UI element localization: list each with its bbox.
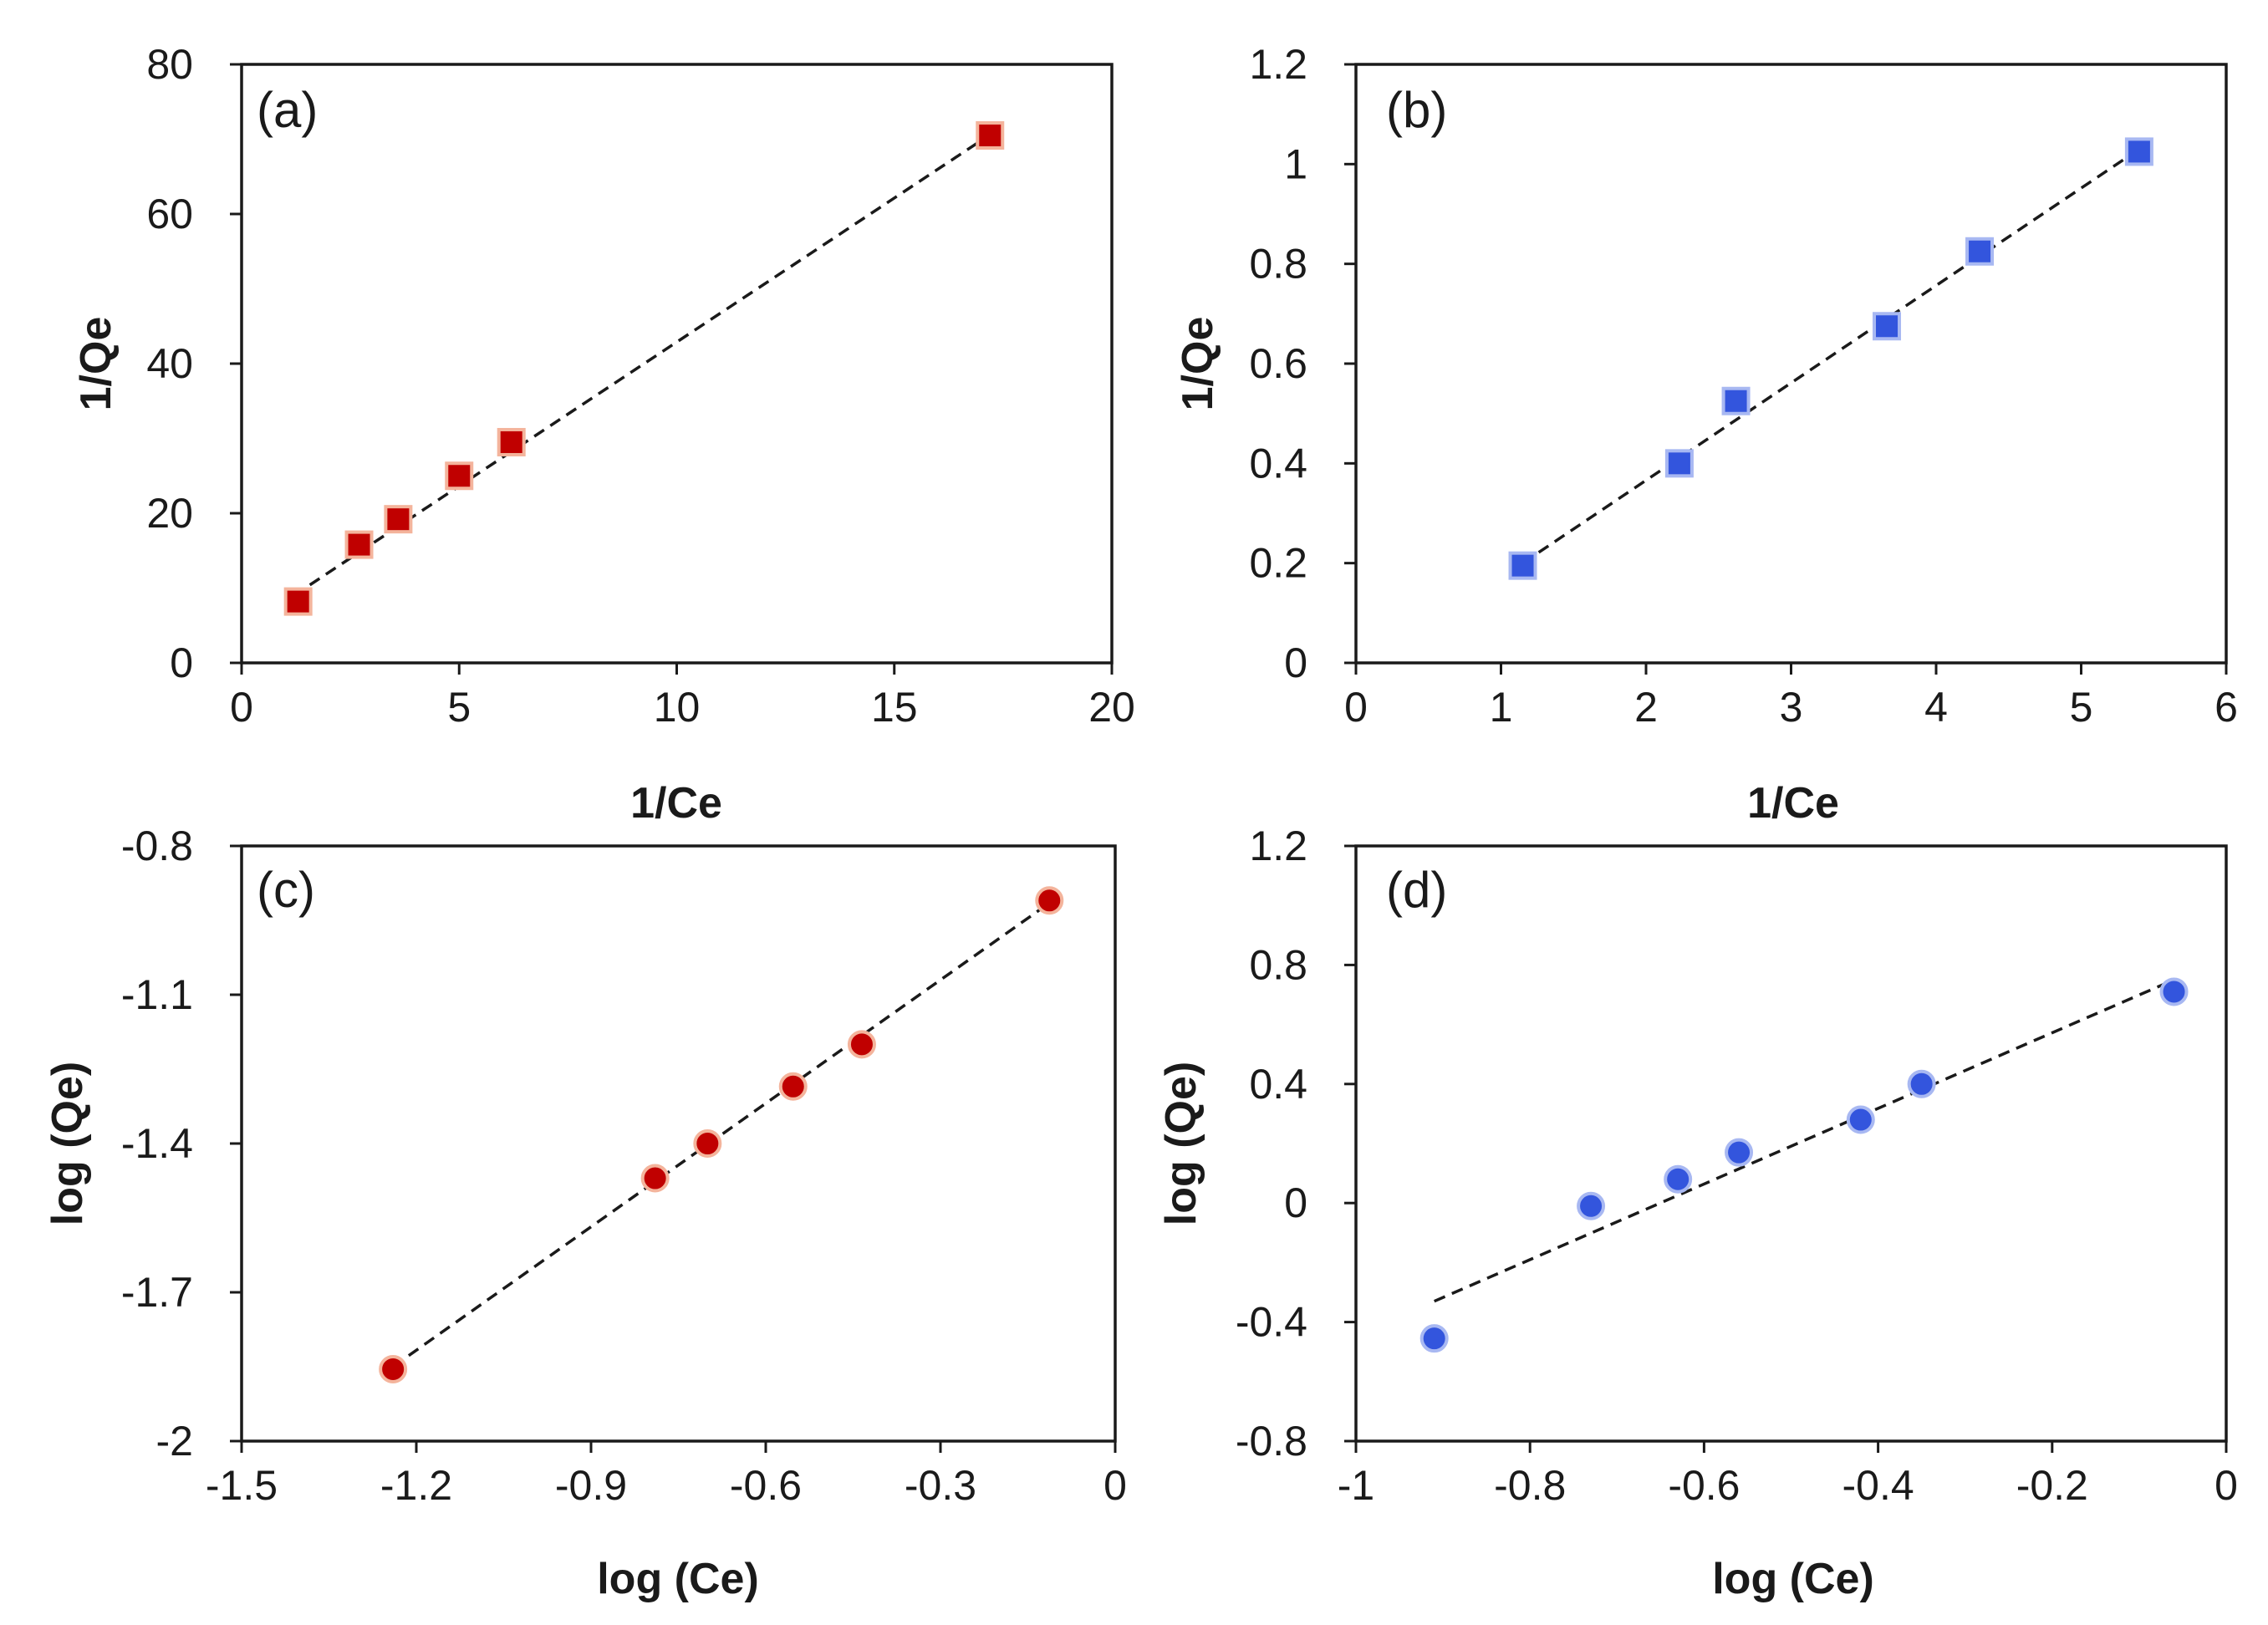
panel-c-label: (c) xyxy=(257,862,315,918)
panel-d-data-point xyxy=(1907,1069,1936,1098)
panel-a-y-tick-label: 40 xyxy=(146,340,193,387)
panel-c-y-axis-title: log (Qe) xyxy=(43,1062,92,1225)
panel-a-plot-area xyxy=(240,63,1114,665)
panel-c-x-tick-label: -1.5 xyxy=(206,1462,278,1509)
panel-a-data-point xyxy=(445,461,474,491)
panel-b-data-point xyxy=(1508,551,1537,580)
panel-c-y-tick-label: -1.7 xyxy=(121,1269,193,1316)
panel-d-data-point xyxy=(1846,1105,1875,1134)
panel-c-data-point xyxy=(847,1030,876,1059)
panel-b-data-point xyxy=(1664,449,1694,478)
panel-c-x-tick-label: -0.3 xyxy=(905,1462,976,1509)
panel-b-x-tick-label: 5 xyxy=(2070,684,2093,731)
panel-b-y-tick-label: 1.2 xyxy=(1249,41,1307,88)
panel-c-x-tick-label: 0 xyxy=(1103,1462,1127,1509)
panel-d-y-tick-label: 0.4 xyxy=(1249,1061,1307,1108)
panel-c-data-point xyxy=(693,1129,722,1158)
panel-b-x-tick-label: 1 xyxy=(1490,684,1513,731)
panel-d-x-tick-label: -0.2 xyxy=(2016,1462,2088,1509)
panel-a-y-tick-label: 60 xyxy=(146,191,193,237)
panel-d-y-tick-label: 0.8 xyxy=(1249,941,1307,988)
panel-d-y-tick-label: -0.4 xyxy=(1236,1299,1307,1346)
panel-b-data-point xyxy=(2124,137,2153,166)
panel-b: 0 1 2 3 4 5 6 0 0.2 0.4 0.6 0.8 1 1.2 (b) 1/Ce 1/Qe xyxy=(1174,41,2238,828)
panel-d-data-point xyxy=(1419,1324,1449,1353)
panel-b-x-tick-label: 4 xyxy=(1924,684,1948,731)
panel-b-x-tick-label: 2 xyxy=(1634,684,1658,731)
panel-c-y-tick-label: -0.8 xyxy=(121,823,193,869)
panel-c-x-tick-label: -0.9 xyxy=(555,1462,627,1509)
panel-c-plot-area xyxy=(240,844,1117,1443)
panel-d-data-point xyxy=(1664,1164,1693,1194)
panel-b-data-point xyxy=(1721,386,1751,415)
panel-a-x-tick-label: 0 xyxy=(230,684,253,731)
panel-d-x-tick-label: -1 xyxy=(1338,1462,1374,1509)
panel-d-data-point xyxy=(2159,977,2189,1006)
panel-a-y-tick-label: 80 xyxy=(146,41,193,88)
panel-d-label: (d) xyxy=(1386,862,1447,918)
panel-c-y-tick-label: -1.4 xyxy=(121,1120,193,1167)
panel-b-y-tick-label: 1 xyxy=(1284,140,1307,187)
panel-a-y-tick-label: 20 xyxy=(146,490,193,537)
panel-b-x-tick-label: 3 xyxy=(1780,684,1803,731)
panel-c: -1.5 -1.2 -0.9 -0.6 -0.3 0-2-1.7-1.4-1.1-0.8 … xyxy=(43,823,1127,1603)
panel-d-y-axis-title: log (Qe) xyxy=(1157,1062,1205,1225)
panel-d-x-tick-label: -0.8 xyxy=(1494,1462,1566,1509)
panel-a-y-axis-title: 1/Qe xyxy=(72,317,120,411)
panel-a-data-point xyxy=(497,427,526,456)
panel-c-y-tick-label: -2 xyxy=(156,1418,193,1465)
panel-a-data-point xyxy=(344,530,374,559)
panel-b-data-point xyxy=(1873,312,1902,341)
panel-a-x-axis-title: 1/Ce xyxy=(630,779,722,828)
panel-b-label: (b) xyxy=(1386,82,1447,138)
panel-b-y-tick-label: 0.6 xyxy=(1249,340,1307,387)
panel-d: -1 -0.8 -0.6 -0.4 -0.2 0 -0.8 -0.4 0 0.4 0.8 1.2 (d… xyxy=(1157,823,2238,1603)
panel-b-plot-area xyxy=(1354,63,2228,665)
panel-d-x-axis-title: log (Ce) xyxy=(1712,1555,1874,1603)
panel-a-x-tick-label: 5 xyxy=(447,684,471,731)
panel-b-x-tick-label: 6 xyxy=(2214,684,2238,731)
panel-a: 0 5 10 15 20 0 20 40 60 80 (a) 1/Ce 1/Qe xyxy=(72,41,1135,828)
panel-a-x-tick-label: 20 xyxy=(1088,684,1135,731)
panel-b-fit-line xyxy=(1521,147,2140,565)
panel-c-y-tick-label: -1.1 xyxy=(121,971,193,1018)
panel-b-data-point xyxy=(1965,237,1995,266)
panel-c-x-axis-title: log (Ce) xyxy=(597,1555,759,1603)
panel-b-x-tick-label: 0 xyxy=(1344,684,1368,731)
panel-d-y-tick-label: -0.8 xyxy=(1236,1418,1307,1465)
panel-c-x-tick-label: -1.2 xyxy=(380,1462,452,1509)
panel-a-x-tick-label: 10 xyxy=(654,684,701,731)
panel-c-x-tick-label: -0.6 xyxy=(730,1462,802,1509)
panel-b-y-axis-title: 1/Qe xyxy=(1174,317,1222,411)
panel-a-y-tick-label: 0 xyxy=(170,639,193,686)
panel-d-y-tick-label: 1.2 xyxy=(1249,823,1307,869)
panel-b-y-tick-label: 0.2 xyxy=(1249,540,1307,587)
panel-a-x-tick-label: 15 xyxy=(871,684,918,731)
panel-b-y-tick-label: 0.8 xyxy=(1249,241,1307,288)
panel-a-data-point xyxy=(384,505,413,534)
panel-c-data-point xyxy=(640,1164,670,1193)
panel-a-data-point xyxy=(283,587,313,616)
panel-c-data-point xyxy=(1035,886,1064,915)
panel-a-data-point xyxy=(976,121,1005,150)
panel-d-x-tick-label: -0.6 xyxy=(1668,1462,1740,1509)
panel-c-data-point xyxy=(379,1354,408,1383)
panel-c-data-point xyxy=(778,1072,808,1101)
panel-a-label: (a) xyxy=(257,82,318,138)
panel-b-y-tick-label: 0 xyxy=(1284,639,1307,686)
panel-d-data-point xyxy=(1577,1191,1606,1220)
panel-b-y-tick-label: 0.4 xyxy=(1249,440,1307,486)
panel-d-y-tick-label: 0 xyxy=(1284,1179,1307,1226)
panel-b-x-axis-title: 1/Ce xyxy=(1747,779,1839,828)
panel-d-data-point xyxy=(1725,1138,1754,1167)
panel-d-x-tick-label: -0.4 xyxy=(1842,1462,1914,1509)
panel-d-plot-area xyxy=(1354,844,2228,1443)
panel-d-x-tick-label: 0 xyxy=(2214,1462,2238,1509)
